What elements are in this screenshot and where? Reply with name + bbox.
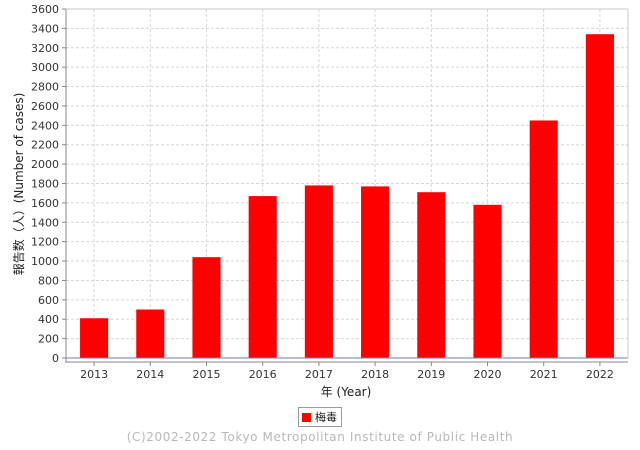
y-tick-label: 3600 bbox=[31, 3, 59, 16]
y-tick-label: 2000 bbox=[31, 158, 59, 171]
y-axis-title: 報告数（人）(Number of cases) bbox=[11, 93, 26, 276]
y-tick-label: 1400 bbox=[31, 216, 59, 229]
x-tick-label: 2017 bbox=[305, 368, 333, 381]
y-tick-label: 3000 bbox=[31, 61, 59, 74]
y-tick-label: 800 bbox=[38, 274, 59, 287]
legend: 梅毒 bbox=[298, 407, 342, 427]
bar-2019 bbox=[417, 192, 446, 358]
bar-2020 bbox=[473, 204, 502, 358]
y-tick-label: 1000 bbox=[31, 255, 59, 268]
y-tick-label: 600 bbox=[38, 294, 59, 307]
x-tick-label: 2013 bbox=[80, 368, 108, 381]
x-tick-label: 2018 bbox=[361, 368, 389, 381]
x-tick-label: 2014 bbox=[136, 368, 164, 381]
bar-2013 bbox=[80, 318, 109, 358]
x-axis-title: 年 (Year) bbox=[321, 385, 372, 399]
bars bbox=[80, 34, 614, 358]
bar-2014 bbox=[136, 309, 165, 358]
bar-2015 bbox=[192, 257, 221, 358]
y-tick-label: 3400 bbox=[31, 22, 59, 35]
legend-label: 梅毒 bbox=[315, 411, 337, 424]
bar-2022 bbox=[585, 34, 614, 358]
legend-swatch bbox=[302, 412, 311, 422]
y-tick-label: 2200 bbox=[31, 139, 59, 152]
y-tick-label: 1800 bbox=[31, 178, 59, 191]
axes: 0 200 400 600 800 1000 1200 1400 1600 1800 2000 220… bbox=[31, 3, 629, 381]
y-tick-label: 3200 bbox=[31, 42, 59, 55]
x-tick-label: 2020 bbox=[474, 368, 502, 381]
y-tick-label: 0 bbox=[52, 352, 59, 365]
y-tick-label: 1200 bbox=[31, 236, 59, 249]
bar-2021 bbox=[529, 120, 558, 358]
bar-2018 bbox=[361, 186, 390, 358]
y-tick-label: 1600 bbox=[31, 197, 59, 210]
x-tick-label: 2019 bbox=[417, 368, 445, 381]
y-tick-label: 400 bbox=[38, 313, 59, 326]
y-tick-label: 200 bbox=[38, 333, 59, 346]
y-tick-label: 2600 bbox=[31, 100, 59, 113]
x-tick-label: 2022 bbox=[586, 368, 614, 381]
bar-2016 bbox=[248, 196, 277, 358]
copyright-notice: (C)2002-2022 Tokyo Metropolitan Institut… bbox=[126, 430, 514, 444]
y-tick-label: 2400 bbox=[31, 119, 59, 132]
x-tick-label: 2016 bbox=[249, 368, 277, 381]
x-tick-label: 2021 bbox=[530, 368, 558, 381]
x-tick-label: 2015 bbox=[193, 368, 221, 381]
bar-2017 bbox=[304, 185, 333, 358]
y-tick-label: 2800 bbox=[31, 81, 59, 94]
